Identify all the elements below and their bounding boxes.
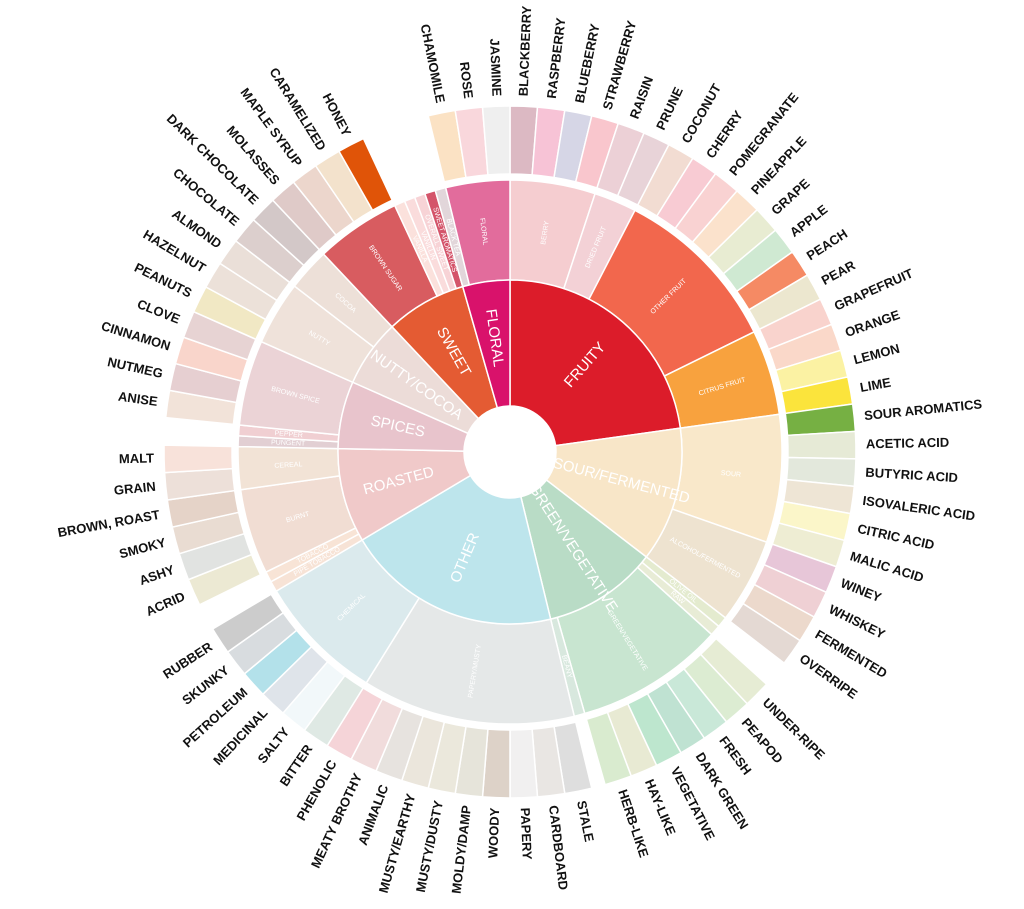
leaf-label: CLOVE (135, 296, 182, 327)
leaf-label: MUSTY/DUSTY (413, 799, 446, 894)
leaf-segment (337, 137, 394, 212)
group-label: PEPPER (274, 430, 303, 439)
category-segment (461, 279, 511, 409)
leaf-label: WINEY (839, 575, 884, 605)
leaf-label: HAY-LIKE (642, 777, 679, 838)
leaf-label: FRESH (716, 733, 754, 777)
leaf-label: PAPERY (518, 807, 535, 860)
leaf-segment (786, 430, 857, 460)
leaf-segment (585, 711, 633, 786)
leaf-label: ACETIC ACID (866, 435, 950, 452)
group-label: FLORAL (478, 218, 488, 246)
leaf-label: RAISIN (627, 74, 656, 121)
leaf-label: HONEY (320, 91, 355, 139)
leaf-label: MOLDY/DAMP (449, 804, 475, 894)
leaf-label: BITTER (277, 741, 316, 789)
leaf-label: CARDBOARD (546, 804, 571, 890)
leaf-label: GRAPE (768, 175, 813, 217)
leaf-label: MALIC ACID (848, 548, 925, 585)
leaf-label: PRUNE (653, 84, 686, 132)
leaf-label: BLUEBERRY (572, 22, 603, 104)
leaf-label: RASPBERRY (544, 17, 569, 100)
leaf-label: BROWN, ROAST (57, 507, 161, 540)
leaf-label: APPLE (787, 201, 831, 240)
leaf-label: HERB-LIKE (615, 787, 651, 859)
leaf-label: LEMON (852, 341, 901, 368)
leaf-label: PEAR (819, 257, 858, 288)
category-segment (509, 279, 682, 447)
leaf-label: ANIMALIC (355, 782, 392, 847)
category-segment (545, 427, 683, 558)
leaf-label: WOODY (485, 807, 502, 858)
leaf-label: BLACKBERRY (516, 5, 535, 96)
leaf-label: ACRID (143, 589, 187, 619)
leaf-label: GRAIN (113, 479, 156, 498)
category-segment (519, 479, 648, 621)
leaf-label: NUTMEG (106, 354, 164, 381)
leaf-label: ASHY (137, 562, 176, 588)
leaf-label: CITRIC ACID (856, 521, 936, 553)
leaf-label: MALT (119, 451, 154, 467)
leaf-segment (729, 602, 802, 665)
leaf-label: CINNAMON (99, 318, 172, 353)
leaf-label: JASMINE (487, 38, 504, 97)
leaf-segment (163, 444, 234, 474)
leaf-label: ORANGE (843, 307, 902, 340)
leaf-label: CHAMOMILE (418, 23, 449, 105)
leaf-label: SALTY (255, 724, 293, 766)
group-label: PUNGENT (271, 439, 306, 447)
leaf-label: LIME (859, 375, 893, 395)
leaf-segment (509, 728, 539, 799)
leaf-label: PEACH (804, 226, 850, 263)
group-label: CEREAL (274, 461, 302, 470)
leaf-segment (211, 593, 285, 654)
leaf-segment (481, 105, 511, 176)
leaf-label: BUTYRIC ACID (865, 465, 958, 485)
leaf-label: STALE (574, 799, 597, 843)
leaf-label: POMEGRANATE (726, 89, 801, 178)
group-label: BERRY (540, 220, 551, 245)
leaf-label: SOUR AROMATICS (863, 396, 983, 423)
group-label: SOUR (720, 470, 741, 479)
leaf-label: SMOKY (118, 535, 168, 562)
leaf-label: ISOVALERIC ACID (862, 493, 976, 524)
leaf-label: ANISE (117, 389, 159, 409)
leaf-label: ROSE (457, 61, 476, 100)
